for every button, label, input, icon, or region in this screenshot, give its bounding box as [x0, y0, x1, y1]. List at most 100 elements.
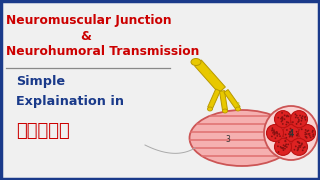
- Polygon shape: [208, 89, 220, 109]
- Circle shape: [271, 136, 273, 137]
- Circle shape: [280, 118, 282, 120]
- Circle shape: [297, 148, 299, 150]
- Circle shape: [287, 143, 289, 145]
- Circle shape: [300, 145, 302, 147]
- Circle shape: [299, 146, 301, 148]
- Circle shape: [298, 145, 300, 147]
- Text: 4: 4: [288, 129, 294, 138]
- Circle shape: [274, 132, 276, 133]
- Circle shape: [284, 140, 286, 142]
- Circle shape: [296, 123, 298, 125]
- Circle shape: [273, 131, 275, 133]
- Circle shape: [302, 149, 304, 151]
- Circle shape: [279, 135, 281, 137]
- Text: 2: 2: [236, 102, 240, 107]
- Circle shape: [284, 148, 286, 150]
- Circle shape: [292, 121, 294, 123]
- Circle shape: [304, 134, 306, 135]
- Circle shape: [297, 117, 299, 119]
- Circle shape: [284, 145, 286, 147]
- Circle shape: [303, 147, 304, 149]
- Polygon shape: [195, 60, 225, 93]
- Text: Neurohumoral Transmission: Neurohumoral Transmission: [6, 45, 199, 58]
- Circle shape: [282, 147, 284, 149]
- Circle shape: [297, 149, 299, 151]
- Circle shape: [312, 131, 313, 133]
- Circle shape: [296, 135, 298, 137]
- Circle shape: [300, 117, 302, 119]
- Circle shape: [286, 116, 288, 117]
- Circle shape: [296, 131, 298, 133]
- Ellipse shape: [191, 58, 201, 66]
- Ellipse shape: [236, 107, 241, 111]
- Circle shape: [299, 115, 301, 116]
- Circle shape: [297, 133, 299, 135]
- Circle shape: [271, 129, 273, 131]
- Circle shape: [284, 118, 285, 120]
- Circle shape: [274, 133, 276, 135]
- Circle shape: [301, 144, 303, 145]
- Circle shape: [298, 120, 300, 122]
- Circle shape: [284, 140, 286, 142]
- Circle shape: [289, 135, 291, 137]
- Circle shape: [285, 134, 286, 135]
- Polygon shape: [220, 91, 228, 110]
- Circle shape: [275, 137, 276, 139]
- Circle shape: [296, 115, 298, 116]
- Circle shape: [284, 145, 286, 147]
- Circle shape: [297, 147, 299, 149]
- Circle shape: [295, 145, 297, 147]
- Circle shape: [291, 111, 308, 128]
- Circle shape: [309, 135, 311, 136]
- Circle shape: [283, 144, 284, 146]
- Circle shape: [290, 128, 292, 130]
- Circle shape: [276, 133, 278, 135]
- Circle shape: [289, 131, 291, 133]
- Circle shape: [282, 147, 284, 149]
- Circle shape: [284, 114, 285, 116]
- Circle shape: [283, 125, 300, 141]
- Circle shape: [276, 132, 277, 133]
- Ellipse shape: [207, 107, 212, 111]
- Circle shape: [305, 136, 307, 138]
- Circle shape: [305, 129, 307, 131]
- Circle shape: [306, 133, 308, 135]
- Circle shape: [286, 121, 288, 123]
- Circle shape: [282, 118, 284, 120]
- Circle shape: [298, 147, 300, 148]
- Text: हिंदी: हिंदी: [16, 122, 70, 140]
- Circle shape: [312, 130, 314, 132]
- Circle shape: [304, 116, 306, 118]
- Circle shape: [280, 147, 282, 149]
- Circle shape: [301, 128, 303, 130]
- Circle shape: [273, 134, 275, 135]
- Circle shape: [275, 138, 292, 155]
- Circle shape: [300, 123, 302, 125]
- Circle shape: [288, 133, 290, 135]
- Circle shape: [305, 119, 307, 121]
- Circle shape: [299, 125, 316, 141]
- Circle shape: [286, 146, 288, 148]
- Circle shape: [293, 149, 295, 151]
- Circle shape: [286, 115, 288, 116]
- Text: 3: 3: [226, 136, 230, 145]
- Circle shape: [308, 133, 310, 135]
- Circle shape: [285, 137, 287, 139]
- Circle shape: [281, 119, 283, 121]
- Circle shape: [275, 111, 292, 128]
- Circle shape: [304, 132, 306, 133]
- Circle shape: [282, 123, 284, 125]
- Circle shape: [276, 131, 278, 133]
- Circle shape: [294, 113, 296, 115]
- Circle shape: [282, 116, 284, 118]
- Circle shape: [305, 136, 307, 138]
- Circle shape: [308, 130, 309, 131]
- Circle shape: [304, 117, 306, 119]
- Circle shape: [306, 137, 308, 139]
- Circle shape: [312, 135, 314, 137]
- Circle shape: [306, 130, 308, 132]
- Circle shape: [298, 141, 299, 143]
- Circle shape: [291, 136, 293, 138]
- Circle shape: [277, 145, 279, 147]
- Circle shape: [298, 119, 300, 121]
